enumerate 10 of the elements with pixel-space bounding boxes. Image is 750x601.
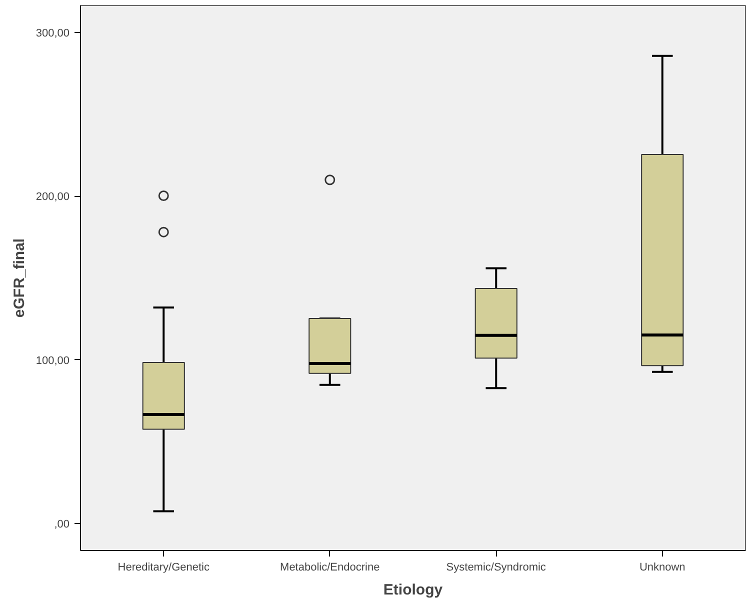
y-tick-label: 300,00 — [36, 27, 70, 40]
y-tick-label: 100,00 — [36, 354, 70, 367]
x-tick-label: Unknown — [639, 562, 686, 574]
y-axis-title: eGFR_final — [10, 238, 28, 318]
y-tick-label: 200,00 — [36, 191, 70, 204]
x-axis-title: Etiology — [383, 582, 444, 598]
y-tick-label: ,00 — [54, 518, 70, 530]
x-tick-label: Metabolic/Endocrine — [280, 562, 380, 574]
x-tick-label: Systemic/Syndromic — [446, 562, 546, 574]
x-tick-label: Hereditary/Genetic — [118, 562, 210, 574]
